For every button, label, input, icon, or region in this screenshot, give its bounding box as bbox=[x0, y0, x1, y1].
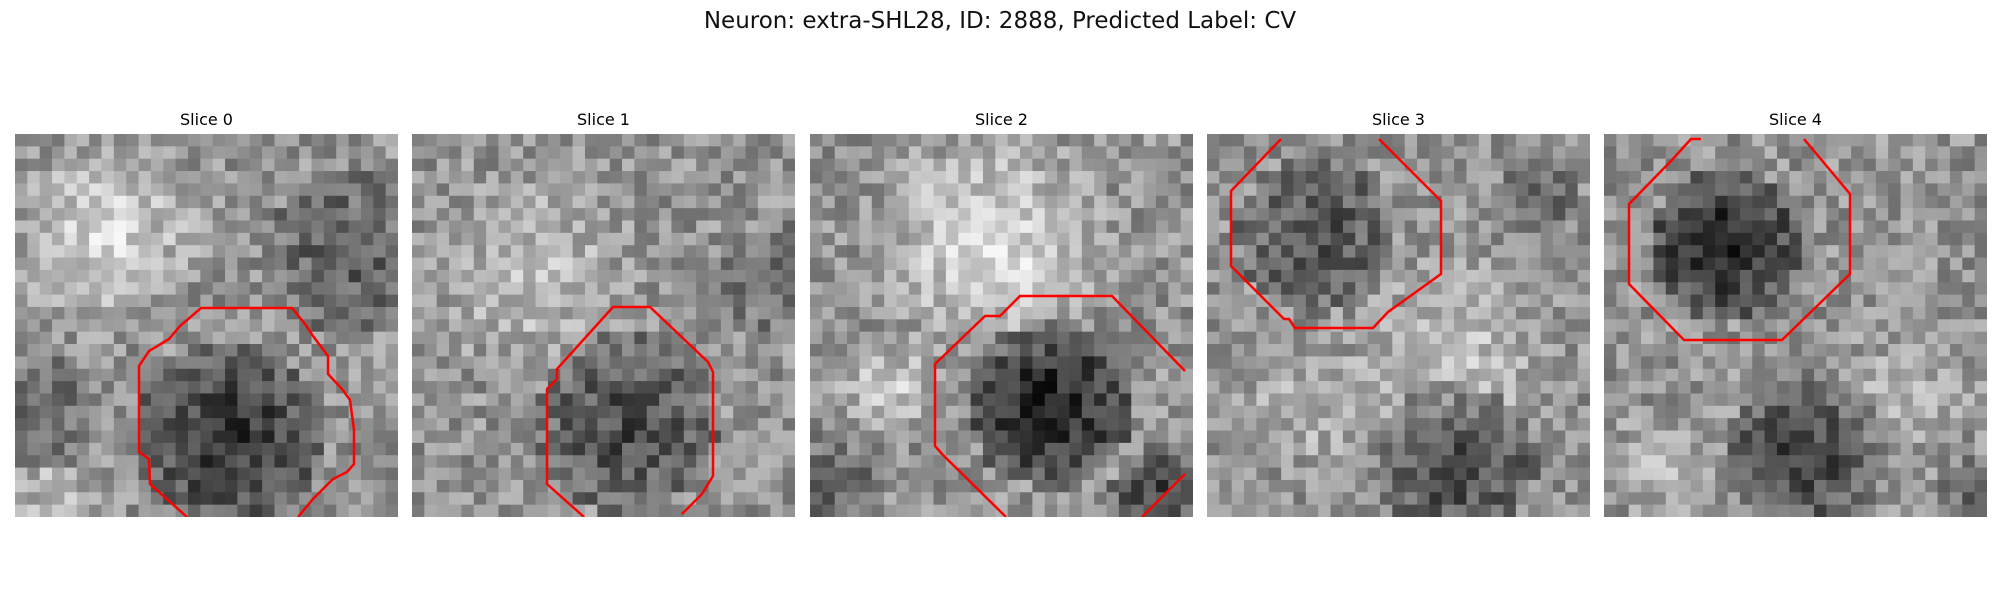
cell-contour bbox=[545, 305, 715, 517]
slice-title: Slice 2 bbox=[975, 110, 1028, 129]
slice-image-1 bbox=[412, 134, 795, 517]
slice-title: Slice 3 bbox=[1372, 110, 1425, 129]
slice-title: Slice 0 bbox=[180, 110, 233, 129]
cell-contour bbox=[137, 306, 356, 517]
slice-panel-0: Slice 0 bbox=[15, 108, 398, 517]
slice-title: Slice 1 bbox=[577, 110, 630, 129]
cell-contour bbox=[1627, 137, 1852, 342]
slice-image-2 bbox=[810, 134, 1193, 517]
slice-image-3 bbox=[1207, 134, 1590, 517]
cell-contour bbox=[933, 294, 1186, 517]
slice-image-0 bbox=[15, 134, 398, 517]
cell-contour bbox=[1141, 473, 1186, 517]
slice-panel-4: Slice 4 bbox=[1604, 108, 1987, 517]
figure-title: Neuron: extra-SHL28, ID: 2888, Predicted… bbox=[703, 8, 1297, 34]
slice-title: Slice 4 bbox=[1769, 110, 1822, 129]
cell-contour bbox=[1229, 138, 1443, 330]
slice-panel-1: Slice 1 bbox=[412, 108, 795, 517]
slice-panel-3: Slice 3 bbox=[1207, 108, 1590, 517]
slice-image-4 bbox=[1604, 134, 1987, 517]
slice-panel-2: Slice 2 bbox=[810, 108, 1193, 517]
